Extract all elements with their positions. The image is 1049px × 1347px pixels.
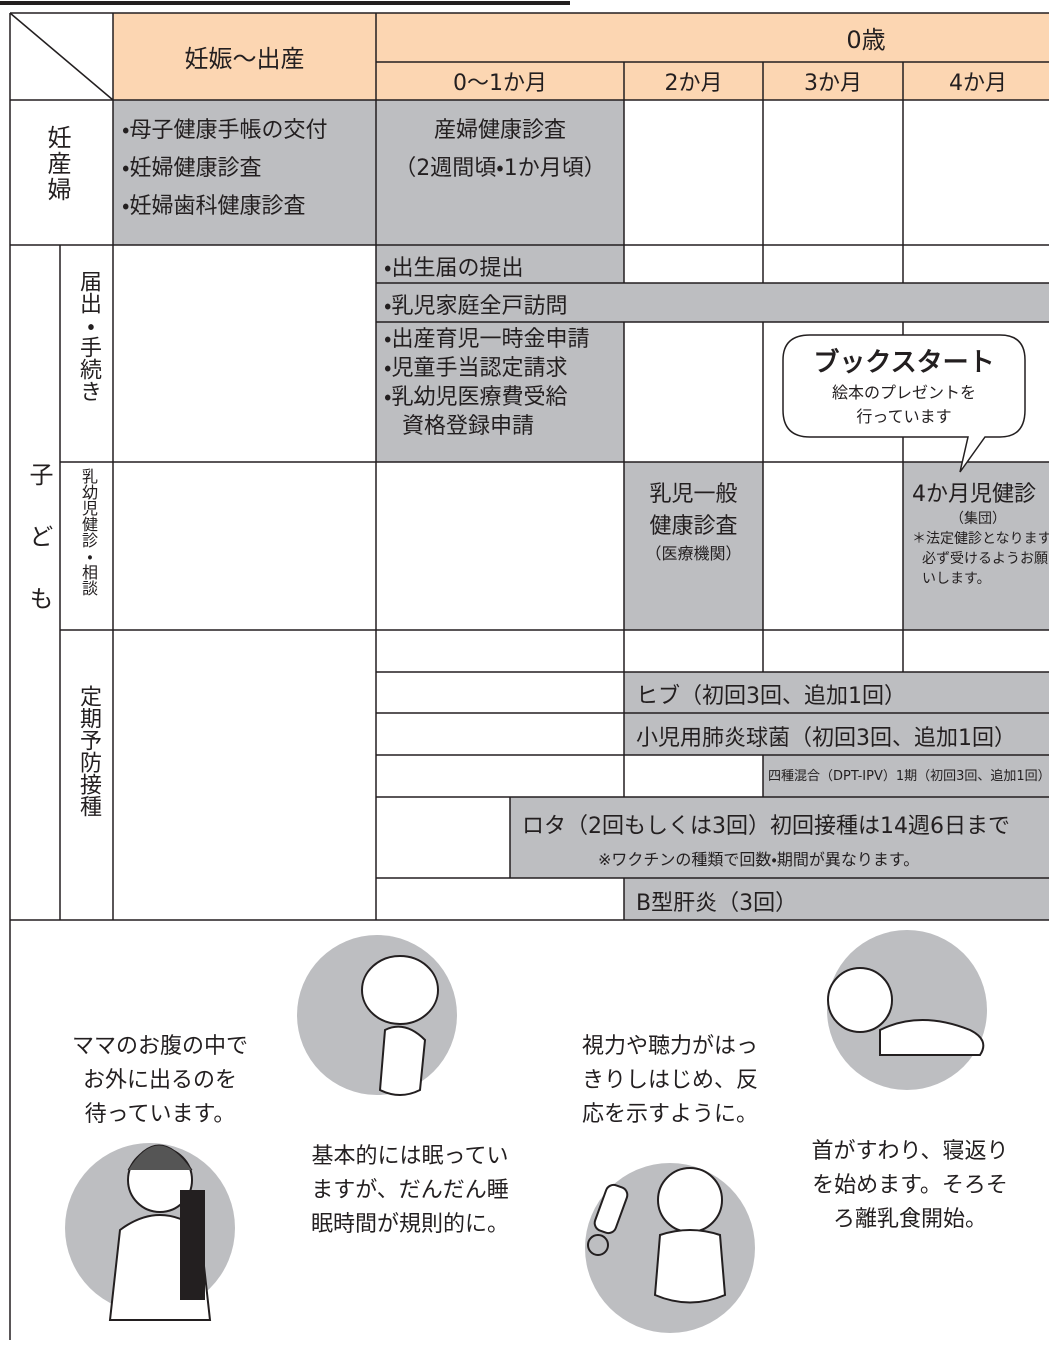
bubble: ブックスタート 絵本のプレゼントを 行っています (783, 342, 1025, 427)
bubble-text: 絵本のプレゼントを (831, 383, 976, 402)
sub-label: 定期予防接種 (76, 685, 101, 817)
month-label: 0～1か月 (453, 71, 547, 96)
cell (376, 245, 624, 283)
row-label: 子ども (25, 462, 53, 648)
caption-line: 眠時間が規則的に。 (310, 1212, 509, 1237)
month-label: 4か月 (949, 71, 1007, 96)
caption-line: 応を示すように。 (581, 1102, 758, 1127)
item: ・児童手当認定請求 (384, 356, 568, 381)
caption-line: ろ離乳食開始。 (832, 1207, 987, 1232)
item-list: ・母子健康手帳の交付 ・妊婦健康診査 ・妊婦歯科健康診査 (122, 112, 327, 226)
item: 資格登録申請 (402, 414, 535, 439)
item: ・乳児家庭全戸訪問 (384, 294, 568, 319)
vaccine: ヒブ（初回3回、追加1回） (636, 684, 906, 709)
header-text: 0歳 (846, 26, 886, 54)
item: ・母子健康手帳の交付 (122, 118, 328, 143)
vaccine: B型肝炎（3回） (636, 891, 798, 916)
item: 産婦健康診査 (433, 118, 566, 143)
caption-line: 待っています。 (84, 1102, 236, 1127)
header-cell (376, 13, 1049, 100)
caption: 視力や聴力がはっ きりしはじめ、反 応を示すように。 (560, 1030, 780, 1132)
vaccine: ロタ（2回もしくは3回）初回接種は14週6日まで (522, 814, 1010, 839)
item: ・出産育児一時金申請 (384, 327, 590, 352)
item: 4か月児健診 (912, 482, 1036, 507)
header-cell (113, 13, 376, 100)
cell (113, 100, 624, 245)
item: ・出生届の提出 (384, 256, 524, 281)
cell (763, 755, 1049, 797)
cell (624, 462, 763, 630)
item: （医療機関） (645, 544, 742, 563)
caption-line: きりしはじめ、反 (581, 1068, 758, 1093)
caption-line: ますが、だんだん睡 (311, 1178, 509, 1203)
caption-line: お外に出るのを (82, 1068, 237, 1093)
row-label: 妊産婦 (43, 125, 71, 203)
item: （集団） (950, 511, 1006, 527)
cell (624, 878, 1049, 920)
sub-label: 届出・手続き (76, 270, 101, 402)
caption-line: を始めます。そろそ (812, 1173, 1008, 1198)
month-label: 2か月 (664, 71, 723, 96)
item-list: ・出産育児一時金申請 ・児童手当認定請求 ・乳幼児医療費受給 資格登録申請 (384, 325, 589, 441)
caption: 首がすわり、寝返り を始めます。そろそ ろ離乳食開始。 (800, 1135, 1020, 1237)
vaccine: 小児用肺炎球菌（初回3回、追加1回） (636, 726, 1016, 751)
caption-line: 首がすわり、寝返り (811, 1139, 1009, 1164)
item: 健康診査 (649, 514, 738, 539)
item: ・妊婦健康診査 (122, 156, 262, 181)
bubble-text: 行っています (856, 407, 952, 426)
vaccine-note: ※ワクチンの種類で回数・期間が異なります。 (598, 850, 920, 869)
item: 乳児一般 (649, 482, 738, 507)
item: 必ず受けるようお願 (922, 551, 1048, 567)
cell (376, 283, 1049, 322)
checkup: 産婦健康診査 （2週間頃・1か月頃） (376, 112, 624, 188)
item: ・妊婦歯科健康診査 (122, 194, 306, 219)
caption: ママのお腹の中で お外に出るのを 待っています。 (50, 1030, 270, 1132)
sub-label: 乳幼児健診・相談 (79, 468, 98, 596)
item: ・乳幼児医療費受給 (384, 385, 568, 410)
month-label: 3か月 (804, 71, 862, 96)
bubble-title: ブックスタート (813, 348, 995, 378)
header-text: 妊娠～出産 (184, 45, 305, 73)
checkup: 乳児一般 健康診査 （医療機関） (624, 476, 763, 564)
item: ＊法定健診となります。 (912, 531, 1049, 547)
caption: 基本的には眠ってい ますが、だんだん睡 眠時間が規則的に。 (300, 1140, 520, 1242)
caption-line: 視力や聴力がはっ (581, 1034, 758, 1059)
caption-line: ママのお腹の中で (71, 1034, 248, 1059)
checkup: 4か月児健診 （集団） ＊法定健診となります。 必ず受けるようお願 いします。 (912, 476, 1049, 588)
cell (510, 797, 1049, 878)
cell (903, 462, 1049, 630)
item: （2週間頃・1か月頃） (394, 156, 606, 181)
item: いします。 (922, 571, 991, 587)
cell (376, 322, 624, 462)
vaccine: 四種混合（DPT-IPV）1期（初回3回、追加1回） (768, 769, 1049, 784)
caption-line: 基本的には眠ってい (311, 1144, 509, 1169)
